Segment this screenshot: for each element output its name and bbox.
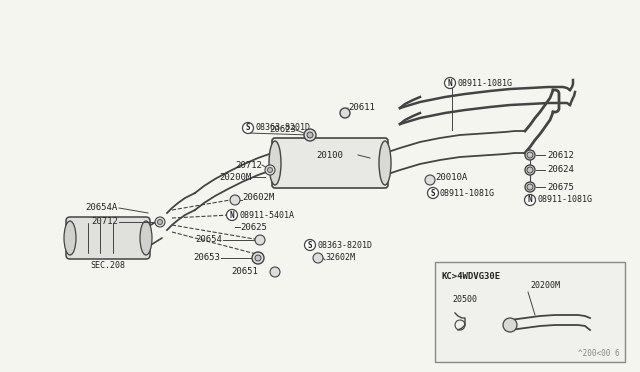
Ellipse shape — [140, 221, 152, 255]
Text: 20712: 20712 — [235, 160, 262, 170]
Text: 20100: 20100 — [317, 151, 344, 160]
Text: KC>4WDVG30E: KC>4WDVG30E — [442, 272, 501, 281]
Text: 20625: 20625 — [240, 222, 267, 231]
Circle shape — [255, 255, 261, 261]
Circle shape — [425, 175, 435, 185]
Circle shape — [227, 209, 237, 221]
Text: 20624: 20624 — [547, 166, 574, 174]
Ellipse shape — [64, 221, 76, 255]
Text: 08911-1081G: 08911-1081G — [537, 196, 592, 205]
Text: 20611: 20611 — [348, 103, 375, 112]
FancyBboxPatch shape — [66, 217, 150, 259]
Circle shape — [243, 122, 253, 134]
Circle shape — [155, 217, 165, 227]
Circle shape — [304, 129, 316, 141]
Circle shape — [255, 235, 265, 245]
Circle shape — [445, 77, 456, 89]
Circle shape — [527, 184, 533, 190]
Text: 20010A: 20010A — [435, 173, 467, 183]
Circle shape — [503, 318, 517, 332]
Text: 20200M: 20200M — [530, 282, 560, 291]
Circle shape — [230, 195, 240, 205]
Text: 08363-8201D: 08363-8201D — [317, 241, 372, 250]
Ellipse shape — [269, 141, 281, 185]
Text: 20651: 20651 — [232, 267, 259, 276]
Circle shape — [527, 167, 533, 173]
Text: ^200<00 6: ^200<00 6 — [579, 349, 620, 358]
Text: 08911-1081G: 08911-1081G — [457, 78, 512, 87]
FancyBboxPatch shape — [272, 138, 388, 188]
Circle shape — [313, 253, 323, 263]
Text: 20654A: 20654A — [86, 203, 118, 212]
Circle shape — [305, 240, 316, 250]
FancyBboxPatch shape — [435, 262, 625, 362]
Text: 20654: 20654 — [195, 235, 222, 244]
Circle shape — [157, 219, 163, 224]
Text: S: S — [431, 189, 435, 198]
Text: S: S — [308, 241, 312, 250]
Text: 08363-8201D: 08363-8201D — [255, 124, 310, 132]
Text: 20500: 20500 — [452, 295, 477, 305]
Circle shape — [525, 165, 535, 175]
Circle shape — [527, 152, 533, 158]
Text: SEC.208: SEC.208 — [90, 260, 125, 269]
Circle shape — [265, 165, 275, 175]
Text: N: N — [528, 196, 532, 205]
Circle shape — [307, 132, 313, 138]
Text: 08911-1081G: 08911-1081G — [440, 189, 495, 198]
Text: 32602M: 32602M — [325, 253, 355, 263]
Text: 20612: 20612 — [547, 151, 574, 160]
Circle shape — [252, 252, 264, 264]
Text: N: N — [230, 211, 234, 219]
Circle shape — [268, 167, 273, 173]
Circle shape — [340, 108, 350, 118]
Circle shape — [525, 150, 535, 160]
Text: 20653: 20653 — [193, 253, 220, 263]
Text: 20623: 20623 — [269, 125, 296, 135]
Text: 20675: 20675 — [547, 183, 574, 192]
Text: S: S — [246, 124, 250, 132]
Text: 20200M: 20200M — [220, 173, 252, 182]
Circle shape — [525, 195, 536, 205]
Text: N: N — [448, 78, 452, 87]
Circle shape — [428, 187, 438, 199]
Text: 20602M: 20602M — [242, 193, 275, 202]
Ellipse shape — [379, 141, 391, 185]
Circle shape — [270, 267, 280, 277]
Circle shape — [525, 182, 535, 192]
Text: 08911-5401A: 08911-5401A — [239, 211, 294, 219]
Text: 20712: 20712 — [91, 218, 118, 227]
